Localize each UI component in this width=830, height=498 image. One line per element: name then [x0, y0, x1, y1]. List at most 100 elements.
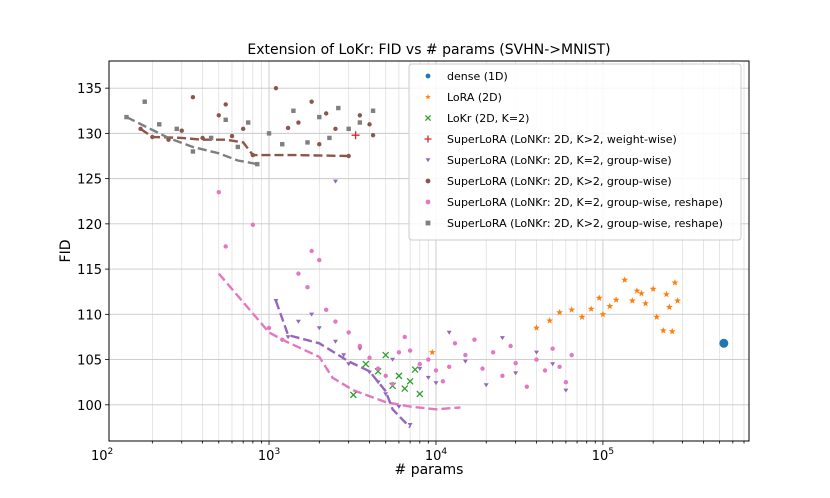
data-point [179, 128, 184, 133]
data-point [138, 126, 143, 132]
legend-box [408, 63, 742, 241]
data-point [266, 325, 272, 331]
series-group [428, 276, 681, 356]
plot-frame [108, 60, 750, 442]
data-point [124, 114, 129, 120]
data-point [425, 375, 431, 380]
trend-line [125, 116, 258, 166]
data-point [317, 142, 322, 147]
x-tick-label: 105 [592, 447, 614, 464]
data-point [150, 134, 155, 140]
data-point [240, 126, 246, 132]
legend-label: SuperLoRA (LoNKr: 2D, K>2, group-wise) [447, 175, 672, 188]
data-point [411, 366, 419, 373]
y-tick-label: 135 [77, 82, 102, 97]
data-point [235, 144, 240, 150]
data-point [280, 337, 285, 342]
data-point [223, 102, 228, 107]
data-point [362, 360, 370, 368]
data-point [483, 383, 489, 388]
data-point [317, 257, 322, 263]
data-point [653, 313, 661, 320]
legend-marker [425, 199, 431, 205]
data-point [357, 347, 363, 351]
legend-marker [425, 178, 431, 184]
data-point [433, 368, 439, 373]
data-point [255, 161, 260, 167]
data-point [550, 362, 556, 367]
data-point [524, 384, 530, 389]
data-point [357, 120, 363, 125]
data-point [346, 330, 351, 335]
data-point [341, 353, 347, 358]
data-point [668, 327, 676, 335]
trend-line [139, 127, 349, 158]
legend-marker [425, 73, 431, 79]
data-point [273, 85, 279, 91]
data-point [250, 222, 256, 227]
data-point [446, 330, 452, 335]
legend-label: SuperLoRA (LoNKr: 2D, K=2, group-wise) [447, 154, 672, 167]
data-point [534, 350, 539, 355]
y-tick-label: 110 [77, 308, 102, 323]
data-point [323, 111, 329, 116]
x-tick-label: 104 [425, 447, 448, 464]
data-point [599, 310, 607, 318]
data-point [375, 366, 381, 371]
data-point [216, 189, 221, 195]
y-tick-label: 130 [77, 127, 102, 142]
data-point [563, 388, 569, 393]
data-point [223, 244, 228, 249]
data-point [719, 338, 729, 348]
series-group [124, 99, 376, 167]
y-axis-label: FID [58, 240, 74, 263]
data-point [190, 94, 196, 100]
trend-lines [125, 116, 461, 429]
data-point [407, 423, 413, 427]
series-group [216, 189, 574, 389]
data-point [426, 357, 431, 362]
data-point [367, 370, 372, 375]
data-point [390, 381, 395, 387]
data-point [333, 319, 338, 324]
data-point [499, 336, 505, 341]
data-point [370, 132, 376, 138]
data-point [190, 149, 196, 154]
data-points [124, 85, 729, 427]
data-point [508, 343, 513, 349]
data-point [367, 355, 372, 360]
data-point [490, 350, 496, 355]
data-point [595, 294, 603, 301]
y-tick-label: 125 [77, 173, 102, 188]
y-tick-label: 105 [77, 354, 102, 369]
legend-label: LoKr (2D, K=2) [447, 112, 529, 125]
data-point [663, 290, 670, 298]
data-point [336, 105, 341, 111]
data-point [346, 362, 352, 367]
data-point [396, 404, 402, 409]
y-tick-label: 120 [77, 218, 102, 233]
data-point [440, 379, 446, 384]
data-point [166, 137, 171, 142]
data-point [250, 152, 256, 158]
data-point [674, 297, 681, 304]
legend-label: dense (1D) [447, 70, 508, 83]
series-group [351, 131, 360, 140]
data-point [245, 120, 251, 125]
data-point [642, 299, 649, 307]
data-point [333, 126, 338, 132]
data-point [370, 108, 376, 113]
legend-marker [425, 158, 431, 163]
data-point [659, 327, 667, 334]
legend-label: SuperLoRA (LoNKr: 2D, K>2, weight-wise) [447, 133, 677, 146]
data-point [383, 392, 389, 397]
data-point [346, 153, 351, 159]
data-point [671, 279, 679, 286]
data-point [665, 303, 673, 310]
data-point [346, 126, 351, 132]
data-point [578, 313, 586, 320]
series-group [719, 338, 729, 348]
data-point [327, 135, 332, 141]
data-point [568, 306, 576, 313]
